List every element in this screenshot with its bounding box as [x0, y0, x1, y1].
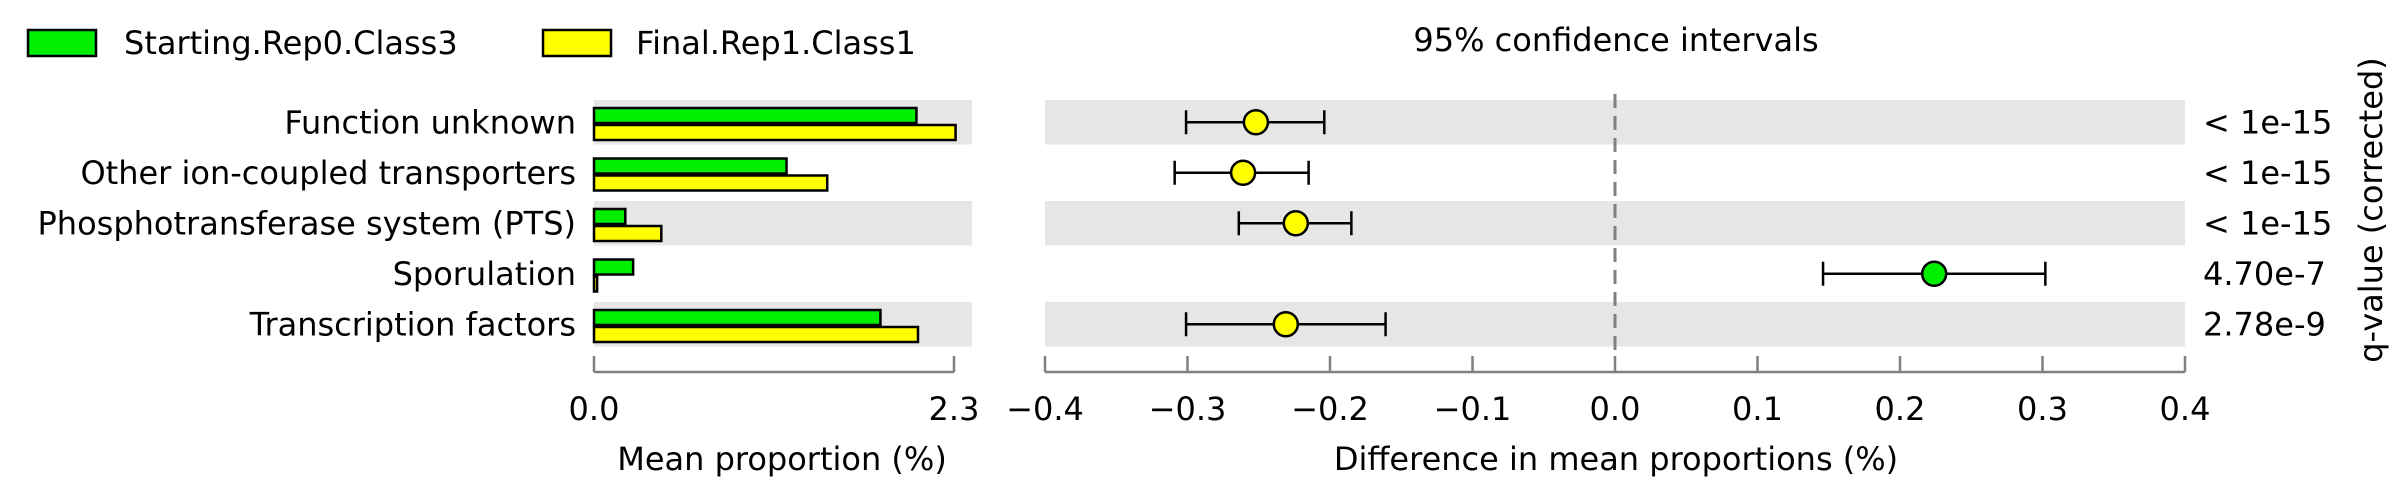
ci-point — [1272, 311, 1300, 338]
category-label-group: Function unknown Other ion-coupled transp… — [38, 103, 577, 343]
ci-x-tick-label: 0.0 — [1590, 390, 1641, 428]
q-value-group: < 1e-15 < 1e-15 < 1e-15 4.70e-7 2.78e-9 — [2203, 103, 2332, 343]
bar — [592, 106, 918, 125]
ci-x-tick-label: 0.3 — [2017, 390, 2068, 428]
ci-row-background-group — [1045, 100, 2185, 347]
confidence-interval-plot: 95% confidence intervals −0.4 −0.3 −0.2 −0.… — [1006, 21, 2390, 478]
bar-x-tick-group: 0.0 2.3 — [569, 356, 980, 428]
bar — [592, 275, 599, 293]
ci-point — [1229, 159, 1257, 186]
bar — [592, 207, 627, 226]
bar-x-tick-label: 2.3 — [929, 390, 980, 428]
bar — [592, 123, 957, 142]
q-value-label: < 1e-15 — [2203, 103, 2332, 141]
ci-x-tick-label: −0.3 — [1149, 390, 1227, 428]
ci-point — [1920, 260, 1948, 287]
category-label: Transcription factors — [249, 305, 576, 343]
ci-x-tick-label: 0.2 — [1875, 390, 1926, 428]
bar-x-axis-label: Mean proportion (%) — [617, 440, 947, 478]
q-value-label: 4.70e-7 — [2203, 255, 2326, 293]
legend-label-final: Final.Rep1.Class1 — [636, 24, 916, 62]
ci-x-tick-label: 0.1 — [1732, 390, 1783, 428]
mean-proportion-bar-chart: Function unknown Other ion-coupled transp… — [38, 100, 980, 478]
ci-plot-title: 95% confidence intervals — [1413, 21, 1818, 59]
ci-x-tick-label: 0.4 — [2160, 390, 2211, 428]
bar — [592, 174, 829, 192]
category-label: Phosphotransferase system (PTS) — [38, 204, 577, 242]
ci-x-tick-label: −0.1 — [1434, 390, 1512, 428]
ci-x-tick-group: −0.4 −0.3 −0.2 −0.1 0.0 0.1 0.2 0.3 0.4 — [1006, 356, 2210, 428]
ci-x-axis-label: Difference in mean proportions (%) — [1334, 440, 1898, 478]
q-value-label: < 1e-15 — [2203, 154, 2332, 192]
legend-swatch-final — [541, 28, 613, 58]
q-value-label: < 1e-15 — [2203, 204, 2332, 242]
ci-point — [1242, 109, 1270, 136]
bar — [592, 258, 635, 276]
bar — [592, 325, 920, 344]
bar-group — [592, 106, 957, 344]
bar — [592, 308, 882, 327]
bar — [592, 157, 788, 175]
legend: Starting.Rep0.Class3 Final.Rep1.Class1 — [26, 24, 916, 62]
category-label: Other ion-coupled transporters — [80, 154, 576, 192]
category-label: Function unknown — [284, 103, 576, 141]
ci-x-tick-label: −0.4 — [1006, 390, 1084, 428]
ci-mark-group — [1173, 109, 2047, 338]
bar — [592, 224, 663, 243]
category-label: Sporulation — [393, 255, 576, 293]
ci-point — [1282, 210, 1310, 237]
q-value-label: 2.78e-9 — [2203, 305, 2326, 343]
legend-swatch-starting — [26, 28, 98, 58]
ci-x-tick-label: −0.2 — [1291, 390, 1369, 428]
legend-label-starting: Starting.Rep0.Class3 — [124, 24, 458, 62]
bar-x-tick-label: 0.0 — [569, 390, 620, 428]
q-value-axis-label: q-value (corrected) — [2352, 57, 2390, 363]
